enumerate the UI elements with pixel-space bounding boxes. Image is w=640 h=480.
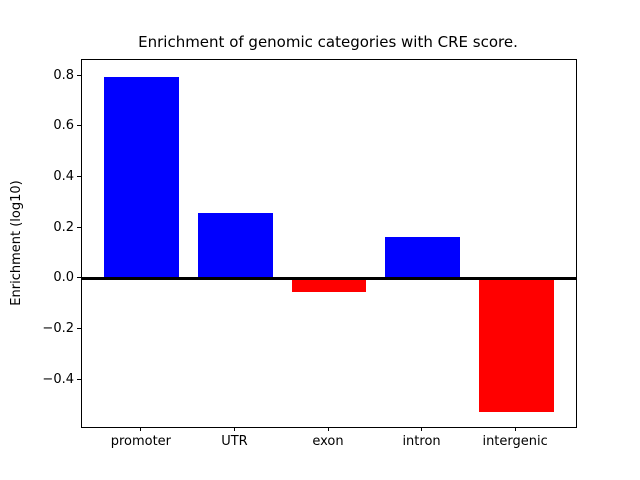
x-tick-label-exon: exon — [312, 434, 344, 449]
y-tick-mark — [77, 176, 81, 178]
y-tick-mark — [77, 277, 81, 279]
zero-line — [82, 277, 576, 281]
y-axis-label: Enrichment (log10) — [9, 180, 24, 306]
x-tick-label-UTR: UTR — [221, 434, 248, 449]
x-tick-label-intron: intron — [402, 434, 441, 449]
x-tick-label-intergenic: intergenic — [482, 434, 548, 449]
x-tick-mark — [421, 427, 423, 431]
x-tick-mark — [233, 427, 235, 431]
x-tick-mark — [327, 427, 329, 431]
y-tick-label: 0.8 — [53, 67, 74, 83]
bar-promoter — [104, 76, 180, 279]
y-tick-label: −0.2 — [42, 320, 74, 336]
bar-exon — [291, 278, 367, 293]
bar-intron — [385, 236, 460, 279]
y-tick-label: 0.4 — [53, 169, 74, 185]
y-tick-mark — [77, 327, 81, 329]
x-tick-mark — [140, 427, 142, 431]
y-tick-mark — [77, 378, 81, 380]
y-tick-label: 0.2 — [53, 219, 74, 235]
bar-intergenic — [478, 278, 554, 412]
plot-area — [81, 59, 577, 428]
x-tick-mark — [514, 427, 516, 431]
y-tick-mark — [77, 125, 81, 127]
y-tick-label: 0.0 — [53, 270, 74, 286]
y-tick-label: −0.4 — [42, 371, 74, 387]
chart-title: Enrichment of genomic categories with CR… — [138, 33, 518, 51]
x-tick-label-promoter: promoter — [110, 434, 172, 449]
y-tick-label: 0.6 — [53, 118, 74, 134]
y-tick-mark — [77, 74, 81, 76]
bar-UTR — [198, 212, 273, 279]
y-tick-mark — [77, 226, 81, 228]
